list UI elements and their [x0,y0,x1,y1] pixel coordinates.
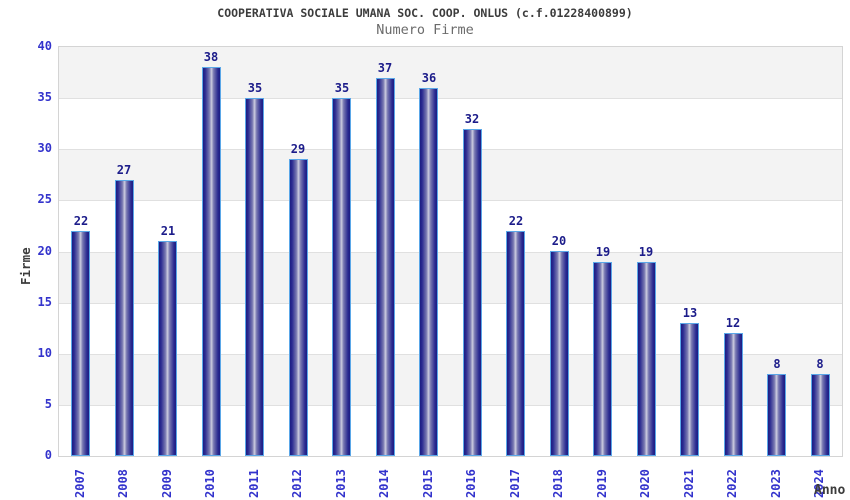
x-tick-label: 2013 [334,469,348,498]
x-tick-label: 2007 [73,469,87,498]
bar-value-label: 22 [508,214,524,228]
bar-2015 [419,88,438,456]
bar-2024 [811,374,830,456]
gridline [59,200,842,201]
bar-value-label: 36 [421,71,437,85]
bar-2008 [115,180,134,456]
bar-2013 [332,98,351,456]
x-tick-label: 2017 [508,469,522,498]
bar-value-label: 19 [638,245,654,259]
y-tick-label: 25 [37,192,52,206]
bar-value-label: 8 [773,357,781,371]
bar-2007 [71,231,90,456]
plot-area: 22 27 21 38 35 29 35 37 36 32 22 20 19 19 13 12 8 8 [58,46,843,457]
bar-2020 [637,262,656,456]
y-tick-label: 20 [37,244,52,258]
bar-2022 [724,333,743,456]
bar-value-label: 35 [247,81,263,95]
bar-2021 [680,323,699,456]
bar-value-label: 12 [725,316,741,330]
x-tick-label: 2014 [377,469,391,498]
chart-subtitle: Numero Firme [376,22,474,38]
bar-value-label: 20 [551,234,567,248]
y-tick-label: 15 [37,295,52,309]
x-tick-label: 2011 [247,469,261,498]
x-tick-label: 2010 [203,469,217,498]
x-tick-label: 2021 [682,469,696,498]
x-tick-label: 2009 [160,469,174,498]
x-tick-label: 2012 [290,469,304,498]
y-tick-label: 35 [37,90,52,104]
y-tick-label: 5 [44,397,52,411]
y-tick-label: 0 [44,448,52,462]
x-tick-label: 2018 [551,469,565,498]
y-tick-label: 40 [37,39,52,53]
bar-value-label: 32 [464,112,480,126]
plot-band [59,302,842,354]
gridline [59,405,842,406]
plot-band [59,149,842,201]
bar-value-label: 21 [160,224,176,238]
bar-2019 [593,262,612,456]
plot-band [59,353,842,405]
plot-band [59,404,842,456]
x-tick-label: 2008 [116,469,130,498]
bar-value-label: 29 [290,142,306,156]
bar-value-label: 38 [203,50,219,64]
bar-2012 [289,159,308,456]
plot-band [59,47,842,99]
x-axis-title: Anno [814,483,846,498]
x-tick-label: 2020 [638,469,652,498]
gridline [59,303,842,304]
plot-band [59,200,842,252]
gridline [59,149,842,150]
bar-value-label: 8 [816,357,824,371]
x-tick-label: 2023 [769,469,783,498]
bar-value-label: 19 [595,245,611,259]
gridline [59,354,842,355]
y-tick-label: 30 [37,141,52,155]
bar-2014 [376,78,395,456]
x-tick-label: 2016 [464,469,478,498]
x-tick-label: 2019 [595,469,609,498]
bar-2023 [767,374,786,456]
bar-value-label: 13 [682,306,698,320]
chart-title: COOPERATIVA SOCIALE UMANA SOC. COOP. ONL… [217,6,633,20]
gridline [59,98,842,99]
plot-band [59,251,842,303]
bar-value-label: 27 [116,163,132,177]
bar-2018 [550,251,569,456]
bar-2009 [158,241,177,456]
bar-value-label: 35 [334,81,350,95]
x-tick-label: 2015 [421,469,435,498]
y-tick-label: 10 [37,346,52,360]
bar-2011 [245,98,264,456]
bar-2017 [506,231,525,456]
x-tick-label: 2022 [725,469,739,498]
bar-2016 [463,129,482,456]
plot-band [59,98,842,150]
bar-value-label: 22 [73,214,89,228]
bar-value-label: 37 [377,61,393,75]
bar-2010 [202,67,221,456]
gridline [59,252,842,253]
